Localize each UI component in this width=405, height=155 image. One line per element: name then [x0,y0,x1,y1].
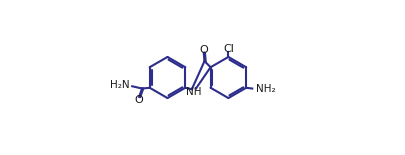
Text: Cl: Cl [223,44,234,54]
Text: O: O [134,95,143,105]
Text: NH₂: NH₂ [256,84,276,94]
Text: H₂N: H₂N [110,80,130,91]
Text: NH: NH [186,87,201,97]
Text: O: O [200,45,209,55]
